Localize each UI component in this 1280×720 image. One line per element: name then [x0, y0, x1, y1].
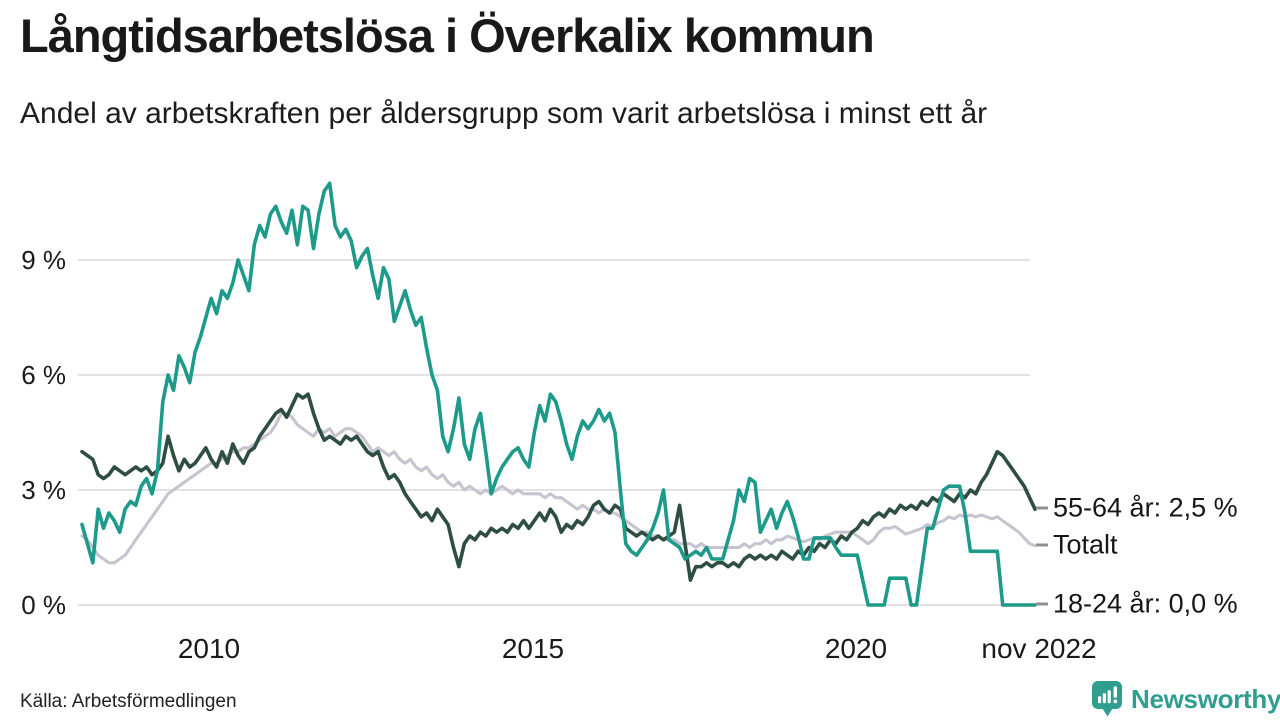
- x-axis-tick-nov-2022: nov 2022: [981, 633, 1097, 664]
- series-label-tick-totalt: [1036, 543, 1048, 547]
- x-axis-tick-2015: 2015: [501, 633, 565, 664]
- x-axis-tick-2020: 2020: [824, 633, 888, 664]
- series-line-18-24-år: [80, 181, 1037, 607]
- x-axis-tick-2010: 2010: [177, 633, 241, 664]
- source-credit: Källa: Arbetsförmedlingen: [20, 691, 237, 712]
- newsworthy-logo: Newsworthy: [1092, 681, 1280, 717]
- newsworthy-logo-text: Newsworthy: [1131, 683, 1280, 714]
- series-label-18-24: 18-24 år: 0,0 %: [1053, 588, 1238, 619]
- page-title: Långtidsarbetslösa i Överkalix kommun: [20, 9, 875, 62]
- series-line-55-64-år: [80, 392, 1037, 582]
- newsworthy-speech-bubble-icon: [1092, 681, 1122, 717]
- y-axis-tick-3: 3 %: [21, 475, 66, 505]
- y-axis-tick-0: 0 %: [21, 590, 66, 620]
- series-label-tick-55-64: [1036, 506, 1048, 510]
- series-label-tick-18-24: [1036, 602, 1048, 606]
- series-label-totalt: Totalt: [1053, 529, 1118, 560]
- series-label-55-64: 55-64 år: 2,5 %: [1053, 492, 1238, 523]
- chart-subtitle: Andel av arbetskraften per åldersgrupp s…: [20, 97, 988, 130]
- y-axis-tick-6: 6 %: [21, 360, 66, 390]
- y-axis-tick-9: 9 %: [21, 245, 66, 275]
- series-line-Totalt: [80, 411, 1037, 565]
